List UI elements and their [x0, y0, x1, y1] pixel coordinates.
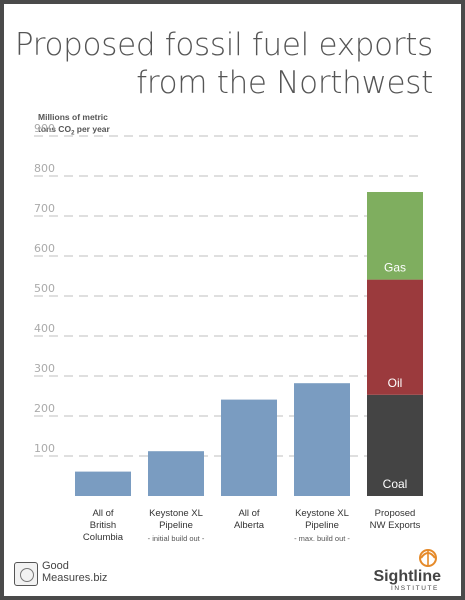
- chart-title-line1: Proposed fossil fuel exports: [14, 27, 433, 63]
- y-tick-label-700: 700: [34, 202, 55, 215]
- category-label-4-1: Keystone XL: [295, 508, 349, 519]
- goodmeasures-logo: Good Measures.biz: [14, 560, 124, 590]
- sightline-mark-icon: [419, 549, 437, 567]
- bar-1: [75, 471, 131, 496]
- category-label-5-2: NW Exports: [370, 520, 421, 531]
- category-note-2: - initial build out -: [148, 534, 205, 543]
- y-axis-label-line1: Millions of metric: [38, 112, 108, 122]
- segment-label-coal: Coal: [383, 477, 408, 491]
- bar-segment-coal: [367, 394, 423, 496]
- y-tick-label-500: 500: [34, 282, 55, 295]
- y-tick-label-600: 600: [34, 242, 55, 255]
- y-tick-label-400: 400: [34, 322, 55, 335]
- bar-2: [148, 451, 204, 496]
- y-tick-label-200: 200: [34, 402, 55, 415]
- segment-label-gas: Gas: [384, 261, 406, 275]
- bar-segment-oil: [367, 279, 423, 395]
- category-label-5-1: Proposed: [375, 508, 416, 519]
- y-tick-label-800: 800: [34, 162, 55, 175]
- category-label-3-2: Alberta: [234, 520, 265, 531]
- category-label-2-2: Pipeline: [159, 520, 193, 531]
- category-label-2-1: Keystone XL: [149, 508, 203, 519]
- bar-segment-gas: [367, 192, 423, 280]
- y-tick-label-100: 100: [34, 442, 55, 455]
- chart-title-line2: from the Northwest: [136, 65, 433, 101]
- tape-measure-icon: [14, 562, 38, 586]
- category-label-4-2: Pipeline: [305, 520, 339, 531]
- sightline-institute: INSTITUTE: [391, 585, 439, 592]
- sightline-logo: Sightline INSTITUTE: [335, 546, 445, 592]
- sightline-name: Sightline: [373, 568, 441, 585]
- category-label-1-1: All of: [92, 508, 113, 519]
- bar-4: [294, 383, 350, 496]
- goodmeasures-text: Good Measures.biz: [42, 560, 108, 584]
- segment-label-oil: Oil: [388, 376, 403, 390]
- y-tick-label-300: 300: [34, 362, 55, 375]
- y-axis-label: Millions of metric tons CO2 per year: [38, 111, 158, 140]
- bar-chart: 100 200 300 400 500 600 700 800 900 Coal Oil Gas A…: [34, 122, 424, 543]
- category-label-1-3: Columbia: [83, 532, 124, 543]
- category-label-3-1: All of: [238, 508, 259, 519]
- category-note-4: - max. build out -: [294, 534, 350, 543]
- y-tick-label-900: 900: [34, 122, 55, 135]
- y-axis-label-line2: tons CO2 per year: [38, 124, 110, 137]
- bar-3: [221, 399, 277, 496]
- category-label-1-2: British: [90, 520, 116, 531]
- chart-title: Proposed fossil fuel exports from the No…: [15, 26, 433, 102]
